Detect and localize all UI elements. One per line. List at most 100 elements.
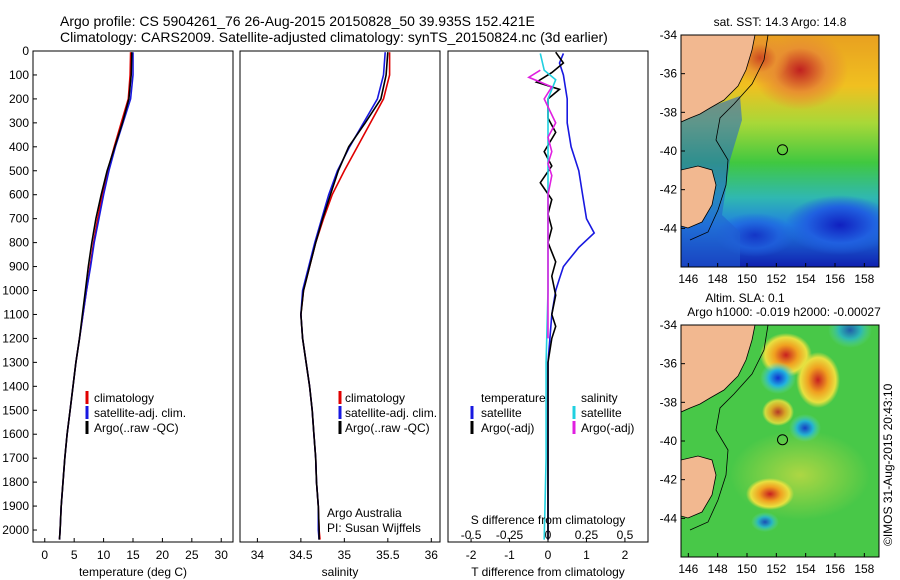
lon-tick-label: 156 xyxy=(825,562,845,576)
legend-label-satellite: satellite-adj. clim. xyxy=(345,406,437,420)
lon-tick-label: 148 xyxy=(708,562,728,576)
sla-map-subtitle: Argo h1000: -0.019 h2000: -0.00027 xyxy=(687,305,881,319)
sla-tasmania-landmass xyxy=(681,455,717,519)
x-tick-label: 0 xyxy=(41,548,48,562)
x-tick-label: 25 xyxy=(185,548,199,562)
s-difference-tick-label: -0.25 xyxy=(496,528,524,542)
salinity-axis: 34 34.5 35 35.5 36 xyxy=(251,538,439,562)
sla-cool-eddy-south xyxy=(751,512,779,532)
x-tick-label: 35.5 xyxy=(376,548,400,562)
lat-tick-label: -40 xyxy=(660,144,678,158)
sla-isobath-contour xyxy=(689,325,769,531)
depth-tick-label: 700 xyxy=(9,212,29,226)
credit-org: Argo Australia xyxy=(327,506,402,520)
lon-tick-label: 154 xyxy=(796,272,816,286)
x-tick-label: 30 xyxy=(215,548,229,562)
sst-landmass xyxy=(681,35,756,123)
depth-tick-label: 300 xyxy=(9,116,29,130)
x-tick-label: 34.5 xyxy=(289,548,313,562)
lon-tick-label: 158 xyxy=(854,272,874,286)
lat-tick-label: -44 xyxy=(660,221,678,235)
difference-panel: -2 -1 0 1 2 -0.5 -0.25 0 0.25 0.5 T difference f… xyxy=(447,50,649,579)
difference-legend: temperature satellite Argo(-adj) salinit… xyxy=(470,391,634,435)
legend-label-s-argo: Argo(-adj) xyxy=(581,421,634,435)
t-difference-axis: -2 -1 0 1 2 xyxy=(466,538,629,562)
sla-argo-marker xyxy=(777,434,789,446)
lon-tick-label: 146 xyxy=(678,562,698,576)
sst-isobath-contour xyxy=(689,35,769,241)
depth-tick-label: 1400 xyxy=(2,379,29,393)
lon-tick-label: 152 xyxy=(766,272,786,286)
depth-tick-label: 0 xyxy=(22,44,29,58)
lon-tick-label: 158 xyxy=(854,562,874,576)
x-tick-label: 1 xyxy=(583,548,590,562)
legend-label-satellite: satellite-adj. clim. xyxy=(94,406,186,420)
x-tick-label: -2 xyxy=(466,548,477,562)
sst-map-axes: 146 148 150 152 154 156 158 -34 -36 -38 -40 -42 -44 xyxy=(660,28,875,286)
sst-map-title: sat. SST: 14.3 Argo: 14.8 xyxy=(714,15,847,29)
temperature-panel: 0100200300400500600700800900100011001200… xyxy=(2,44,234,579)
depth-tick-label: 1000 xyxy=(2,284,29,298)
lon-tick-label: 156 xyxy=(825,272,845,286)
legend-label-argo: Argo(..raw -QC) xyxy=(94,421,179,435)
sla-landmass xyxy=(681,325,756,413)
depth-axis: 0 100 200 300 400 500 600 700 800 900 1000 1100 1200… xyxy=(2,44,37,537)
depth-tick-label: 400 xyxy=(9,140,29,154)
lon-tick-label: 152 xyxy=(766,562,786,576)
legend-title-temperature: temperature xyxy=(481,391,546,405)
lon-tick-label: 148 xyxy=(708,272,728,286)
difference-series xyxy=(527,51,596,540)
imos-stamp: ©IMOS 31-Aug-2015 20:43:10 xyxy=(881,383,895,546)
x-tick-label: 0 xyxy=(545,548,552,562)
sla-cool-eddy-center xyxy=(789,414,821,442)
temperature-series xyxy=(58,52,134,540)
sla-warm-eddy-south xyxy=(746,478,794,510)
depth-tick-label: 1500 xyxy=(2,403,29,417)
depth-tick-label: 500 xyxy=(9,164,29,178)
difference-x2label: S difference from climatology xyxy=(471,513,626,527)
series-line-argo-raw-qc- xyxy=(300,52,389,540)
salinity-legend: climatology satellite-adj. clim. Argo(..… xyxy=(338,391,437,435)
lon-tick-label: 146 xyxy=(678,272,698,286)
legend-label-climatology: climatology xyxy=(94,391,154,405)
legend-title-salinity: salinity xyxy=(581,391,618,405)
sla-cool-eddy-east xyxy=(828,325,872,348)
depth-tick-label: 1600 xyxy=(2,427,29,441)
salinity-series xyxy=(300,52,391,540)
lat-tick-label: -40 xyxy=(660,434,678,448)
series-line-s-satellite xyxy=(539,53,557,540)
sla-warm-eddy-mid xyxy=(762,398,794,426)
depth-tick-label: 600 xyxy=(9,188,29,202)
sla-map-field xyxy=(681,325,879,557)
x-tick-label: 10 xyxy=(97,548,111,562)
legend-label-s-satellite: satellite xyxy=(581,406,622,420)
lat-tick-label: -42 xyxy=(660,183,678,197)
lat-tick-label: -34 xyxy=(660,28,678,42)
x-tick-label: 15 xyxy=(126,548,140,562)
lon-tick-label: 150 xyxy=(737,272,757,286)
legend-label-t-argo: Argo(-adj) xyxy=(481,421,534,435)
sst-map-panel: sat. SST: 14.3 Argo: 14.8 146 148 150 152 15… xyxy=(660,15,880,286)
lat-tick-label: -36 xyxy=(660,357,678,371)
depth-tick-label: 900 xyxy=(9,260,29,274)
header-line1: Argo profile: CS 5904261_76 26-Aug-2015 … xyxy=(60,13,535,29)
s-difference-tick-label: 0.25 xyxy=(575,528,599,542)
lat-tick-label: -42 xyxy=(660,473,678,487)
legend-label-argo: Argo(..raw -QC) xyxy=(345,421,430,435)
sla-map-axes: 146 148 150 152 154 156 158 -34 -36 -38 -40 -42 -44 xyxy=(660,318,875,576)
depth-tick-label: 200 xyxy=(9,92,29,106)
x-tick-label: 36 xyxy=(425,548,439,562)
depth-tick-label: 1300 xyxy=(2,355,29,369)
header-line2: Climatology: CARS2009. Satellite-adjuste… xyxy=(60,29,608,45)
salinity-xlabel: salinity xyxy=(322,565,359,579)
x-tick-label: 20 xyxy=(156,548,170,562)
lat-tick-label: -36 xyxy=(660,67,678,81)
x-tick-label: 2 xyxy=(622,548,629,562)
temperature-legend: climatology satellite-adj. clim. Argo(..… xyxy=(85,391,186,435)
depth-tick-label: 1100 xyxy=(3,307,29,321)
s-difference-tick-label: -0.5 xyxy=(461,528,482,542)
lon-tick-label: 150 xyxy=(737,562,757,576)
sst-tasmania-landmass xyxy=(681,165,717,229)
lat-tick-label: -38 xyxy=(660,395,678,409)
